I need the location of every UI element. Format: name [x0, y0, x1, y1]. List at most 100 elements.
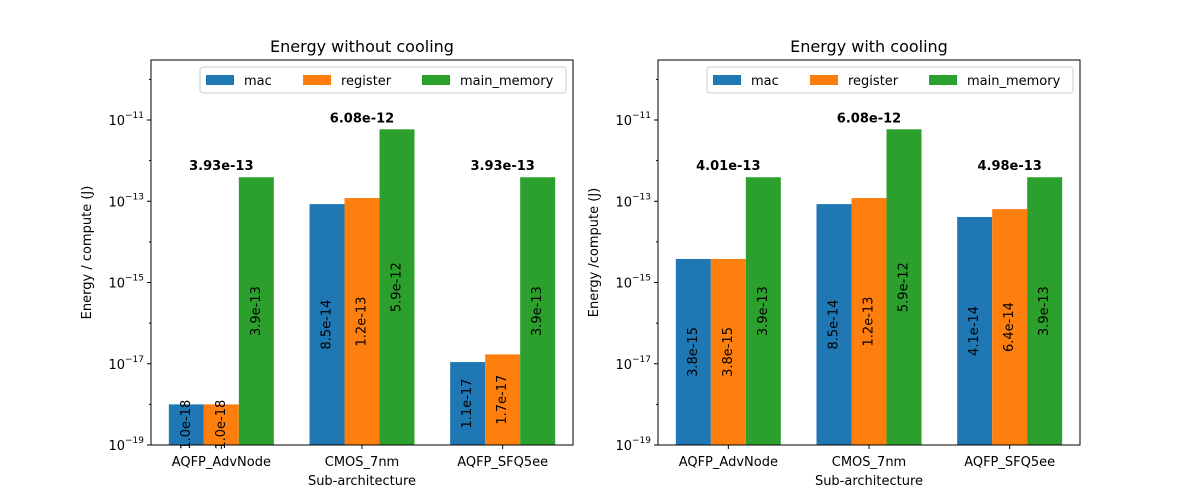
x-tick-label: AQFP_SFQ5ee: [964, 455, 1055, 470]
y-tick-exponent: −17: [125, 355, 144, 365]
y-tick-base: 10: [108, 277, 125, 292]
bar-mac-CMOS_7nm: [309, 204, 345, 445]
bar-label-mac-CMOS_7nm: 8.5e-14: [320, 300, 335, 350]
bar-label-main_memory-CMOS_7nm: 5.9e-12: [897, 262, 912, 312]
bar-label-register-CMOS_7nm: 1.2e-13: [355, 297, 370, 347]
x-tick-label: AQFP_AdvNode: [172, 455, 271, 470]
bar-label-register-CMOS_7nm: 1.2e-13: [862, 297, 877, 347]
y-tick-base: 10: [108, 114, 125, 129]
y-tick-label: 10−15: [108, 274, 144, 292]
bar-label-mac-AQFP_SFQ5ee: 1.1e-17: [460, 379, 475, 429]
bar-label-mac-AQFP_SFQ5ee: 4.1e-14: [967, 306, 982, 356]
y-tick-exponent: −15: [632, 274, 651, 284]
x-tick-label: AQFP_SFQ5ee: [457, 455, 548, 470]
x-axis-label: Sub-architecture: [308, 474, 416, 489]
total-label-AQFP_SFQ5ee: 4.98e-13: [977, 159, 1041, 174]
legend-label-register: register: [341, 74, 392, 89]
bar-label-main_memory-AQFP_SFQ5ee: 3.9e-13: [1037, 286, 1052, 336]
legend-swatch-register: [303, 75, 331, 85]
x-tick-label: CMOS_7nm: [832, 455, 906, 470]
y-tick-label: 10−19: [108, 436, 144, 454]
bar-mac-AQFP_SFQ5ee: [957, 216, 993, 445]
bar-mac-AQFP_SFQ5ee: [450, 362, 486, 445]
bar-register-AQFP_AdvNode: [710, 258, 746, 445]
legend-label-mac: mac: [244, 74, 272, 89]
bar-main_memory-CMOS_7nm: [886, 129, 922, 445]
bar-register-AQFP_SFQ5ee: [992, 209, 1028, 445]
legend-box: [706, 66, 1074, 94]
y-tick-label: 10−13: [615, 192, 651, 210]
y-tick-base: 10: [108, 358, 125, 373]
y-axis-label: Energy / compute (J): [80, 186, 95, 320]
y-axis-label: Energy /compute (J): [587, 188, 602, 318]
y-tick-exponent: −17: [632, 355, 651, 365]
chart-panel-2: Energy with cooling 3.8e-15 3.8e-15 3.9e-13…: [587, 37, 1081, 489]
bar-label-mac-AQFP_AdvNode: 1.0e-18: [179, 400, 194, 450]
x-axis-label: Sub-architecture: [815, 474, 923, 489]
bar-label-register-AQFP_SFQ5ee: 6.4e-14: [1002, 302, 1017, 352]
y-tick-base: 10: [615, 358, 632, 373]
bar-register-AQFP_AdvNode: [203, 404, 239, 445]
bar-mac-AQFP_AdvNode: [675, 258, 711, 445]
bar-main_memory-AQFP_SFQ5ee: [1027, 177, 1063, 446]
y-tick-label: 10−11: [108, 111, 144, 129]
bar-main_memory-AQFP_AdvNode: [238, 177, 274, 446]
legend-box: [199, 66, 567, 94]
legend-swatch-register: [810, 75, 838, 85]
legend-label-register: register: [848, 74, 899, 89]
bar-label-main_memory-AQFP_AdvNode: 3.9e-13: [249, 286, 264, 336]
y-tick-label: 10−11: [615, 111, 651, 129]
y-tick-label: 10−13: [108, 192, 144, 210]
y-tick-base: 10: [615, 195, 632, 210]
legend-label-main_memory: main_memory: [967, 74, 1061, 89]
y-tick-base: 10: [615, 439, 632, 454]
chart-title: Energy with cooling: [790, 37, 948, 56]
legend-swatch-main_memory: [422, 75, 450, 85]
y-tick-exponent: −19: [125, 436, 144, 446]
legend-label-main_memory: main_memory: [460, 74, 554, 89]
legend-swatch-mac: [206, 75, 234, 85]
y-tick-exponent: −13: [125, 192, 144, 202]
bar-register-AQFP_SFQ5ee: [485, 354, 521, 445]
y-tick-exponent: −13: [632, 192, 651, 202]
bar-main_memory-AQFP_AdvNode: [745, 177, 781, 446]
legend-label-mac: mac: [751, 74, 779, 89]
chart-panel-1: Energy without cooling 1.0e-18 1.0e-18 3.9e…: [80, 37, 574, 489]
bar-label-main_memory-AQFP_SFQ5ee: 3.9e-13: [530, 286, 545, 336]
y-tick-exponent: −19: [632, 436, 651, 446]
bar-register-CMOS_7nm: [851, 198, 887, 445]
bar-label-register-AQFP_SFQ5ee: 1.7e-17: [495, 375, 510, 425]
y-tick-base: 10: [615, 114, 632, 129]
bar-mac-AQFP_AdvNode: [168, 404, 204, 445]
total-label-AQFP_AdvNode: 4.01e-13: [696, 159, 760, 174]
bar-label-mac-AQFP_AdvNode: 3.8e-15: [686, 327, 701, 377]
x-tick-label: AQFP_AdvNode: [679, 455, 778, 470]
y-tick-exponent: −11: [632, 111, 651, 121]
bar-label-main_memory-CMOS_7nm: 5.9e-12: [390, 262, 405, 312]
y-tick-label: 10−19: [615, 436, 651, 454]
y-tick-base: 10: [615, 277, 632, 292]
legend: mac register main_memory: [706, 66, 1074, 94]
y-tick-base: 10: [108, 195, 125, 210]
legend-swatch-mac: [713, 75, 741, 85]
bar-label-mac-CMOS_7nm: 8.5e-14: [827, 300, 842, 350]
total-label-AQFP_SFQ5ee: 3.93e-13: [470, 159, 534, 174]
total-label-AQFP_AdvNode: 3.93e-13: [189, 159, 253, 174]
bar-mac-CMOS_7nm: [816, 204, 852, 445]
y-tick-base: 10: [108, 439, 125, 454]
y-tick-label: 10−15: [615, 274, 651, 292]
bar-label-register-AQFP_AdvNode: 3.8e-15: [721, 327, 736, 377]
y-tick-exponent: −15: [125, 274, 144, 284]
legend-swatch-main_memory: [929, 75, 957, 85]
legend: mac register main_memory: [199, 66, 567, 94]
bar-label-register-AQFP_AdvNode: 1.0e-18: [214, 400, 229, 450]
total-label-CMOS_7nm: 6.08e-12: [330, 111, 394, 126]
y-tick-label: 10−17: [108, 355, 144, 373]
y-tick-label: 10−17: [615, 355, 651, 373]
total-label-CMOS_7nm: 6.08e-12: [837, 111, 901, 126]
bar-label-main_memory-AQFP_AdvNode: 3.9e-13: [756, 286, 771, 336]
x-tick-label: CMOS_7nm: [325, 455, 399, 470]
bar-main_memory-AQFP_SFQ5ee: [520, 177, 556, 446]
bar-main_memory-CMOS_7nm: [379, 129, 415, 445]
